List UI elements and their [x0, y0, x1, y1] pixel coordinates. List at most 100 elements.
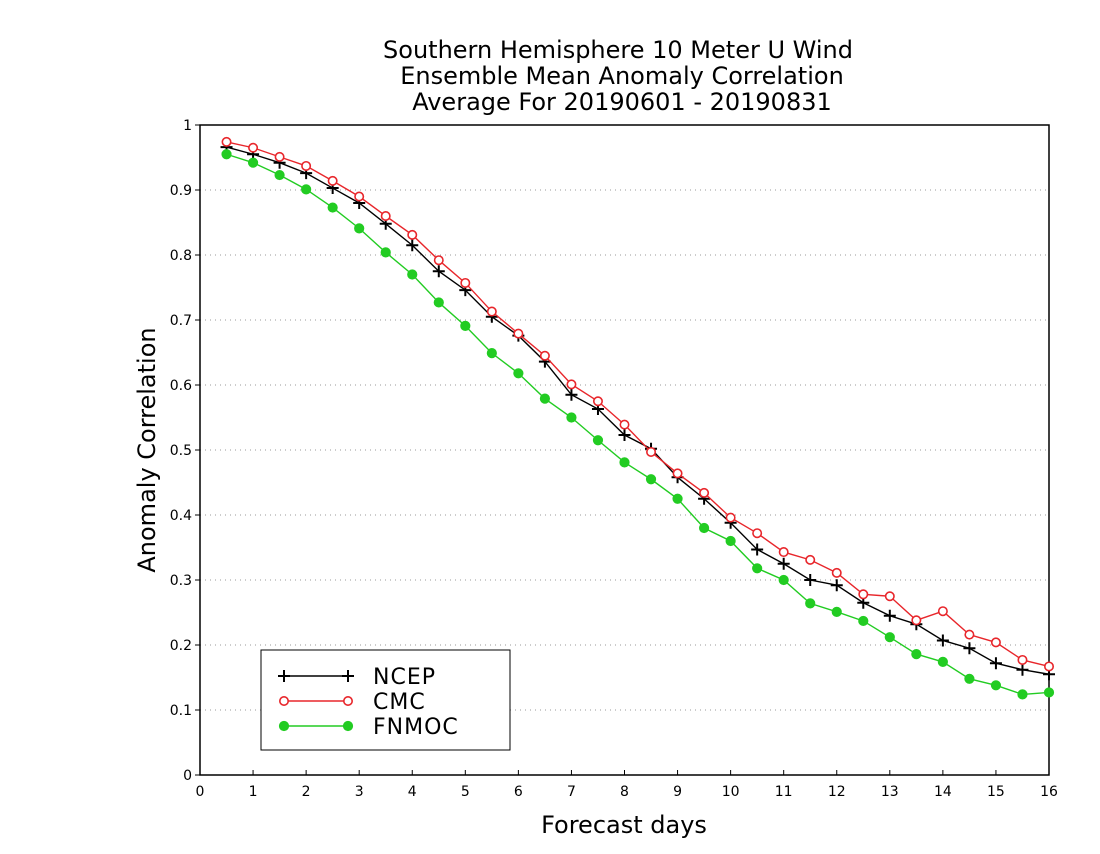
data-point-fnmoc [460, 320, 471, 331]
data-point-ncep [777, 557, 790, 570]
data-point-cmc [990, 637, 1001, 648]
data-point-fnmoc [672, 493, 683, 504]
data-point-fnmoc [539, 393, 551, 404]
series-ncep [220, 141, 1055, 681]
data-point-cmc [699, 487, 710, 498]
legend-label-ncep: NCEP [373, 665, 436, 690]
legend-item-ncep: NCEP [278, 665, 436, 690]
data-point-cmc [937, 606, 948, 617]
x-tick-label: 7 [567, 784, 576, 800]
y-tick-label: 0.6 [170, 378, 192, 394]
legend-marker-ncep [342, 670, 354, 682]
y-tick-label: 0.2 [170, 638, 192, 654]
series-line-ncep [226, 146, 1050, 675]
series [220, 136, 1055, 700]
data-point-cmc [752, 528, 763, 539]
y-tick-label: 1 [183, 118, 192, 134]
x-tick-label: 12 [828, 784, 846, 800]
data-point-fnmoc [645, 474, 657, 485]
x-tick-label: 1 [249, 784, 258, 800]
legend-marker-fnmoc [342, 720, 354, 732]
x-tick-label: 14 [934, 784, 952, 800]
data-point-fnmoc [752, 563, 763, 574]
series-line-fnmoc [226, 153, 1050, 696]
data-point-cmc [433, 255, 444, 266]
x-axis-label: Forecast days [541, 811, 707, 839]
data-point-fnmoc [513, 368, 524, 379]
data-point-fnmoc [274, 169, 285, 181]
data-point-fnmoc [301, 184, 312, 195]
data-point-cmc [805, 554, 816, 565]
data-point-fnmoc [911, 649, 922, 660]
x-axis: 0 1 2 3 4 5 6 7 8 9 10 11 12 13 14 15 16 [196, 770, 1058, 800]
x-tick-label: 9 [673, 784, 682, 800]
data-point-cmc [858, 589, 869, 600]
x-tick-label: 2 [302, 784, 311, 800]
chart-title: Southern Hemisphere 10 Meter U Wind Ense… [383, 36, 853, 116]
series-fnmoc [221, 149, 1055, 700]
chart-title-line-2: Ensemble Mean Anomaly Correlation [400, 62, 844, 90]
legend-item-fnmoc: FNMOC [278, 715, 458, 740]
data-point-fnmoc [407, 269, 418, 280]
data-point-fnmoc [221, 149, 232, 160]
y-tick-label: 0.3 [170, 573, 192, 589]
data-point-cmc [248, 142, 259, 153]
x-tick-label: 4 [408, 784, 417, 800]
data-point-cmc [1044, 661, 1055, 672]
data-point-cmc [407, 229, 418, 240]
data-point-fnmoc [380, 247, 391, 258]
y-tick-label: 0.8 [170, 248, 192, 264]
data-point-cmc [327, 175, 338, 186]
grid [200, 189, 1049, 711]
data-point-cmc [884, 591, 895, 602]
y-tick-label: 0.1 [170, 703, 192, 719]
data-point-ncep [963, 642, 976, 655]
data-point-ncep [751, 543, 764, 556]
chart-title-line-3: Average For 20190601 - 20190831 [412, 88, 832, 116]
y-tick-label: 0.4 [170, 508, 192, 524]
data-point-fnmoc [858, 615, 869, 627]
series-cmc [221, 136, 1055, 672]
data-point-fnmoc [592, 435, 604, 446]
data-point-fnmoc [327, 202, 338, 213]
data-point-cmc [619, 419, 630, 430]
data-point-fnmoc [698, 522, 710, 534]
data-point-fnmoc [1017, 689, 1028, 700]
y-tick-label: 0.7 [170, 313, 192, 329]
x-tick-label: 11 [775, 784, 793, 800]
data-point-ncep [936, 634, 949, 647]
data-point-fnmoc [354, 223, 365, 234]
data-point-fnmoc [1043, 687, 1055, 698]
legend-box [260, 649, 511, 751]
data-point-fnmoc [725, 535, 736, 547]
x-tick-label: 6 [514, 784, 523, 800]
data-point-cmc [274, 151, 285, 162]
data-point-cmc [1017, 654, 1028, 665]
legend-marker-fnmoc [278, 720, 290, 732]
data-point-fnmoc [486, 348, 497, 359]
chart-title-line-1: Southern Hemisphere 10 Meter U Wind [383, 36, 853, 64]
data-point-ncep [1016, 663, 1029, 676]
data-point-fnmoc [247, 157, 259, 168]
data-point-fnmoc [619, 457, 630, 468]
data-point-cmc [539, 350, 550, 361]
data-point-cmc [778, 547, 789, 558]
y-axis: 0 0.1 0.2 0.3 0.4 0.5 0.6 0.7 0.8 0.9 1 [170, 118, 200, 784]
y-tick-label: 0.9 [170, 183, 192, 199]
data-point-cmc [301, 160, 312, 171]
data-point-cmc [354, 191, 365, 202]
data-point-cmc [672, 468, 683, 479]
data-point-fnmoc [778, 574, 789, 586]
data-point-cmc [646, 446, 657, 457]
data-point-fnmoc [805, 598, 816, 609]
x-tick-label: 8 [620, 784, 629, 800]
data-point-cmc [831, 567, 842, 578]
data-point-fnmoc [990, 680, 1002, 691]
x-tick-label: 0 [196, 784, 205, 800]
data-point-cmc [725, 512, 736, 523]
data-point-ncep [432, 265, 445, 278]
data-point-cmc [380, 211, 391, 222]
x-tick-label: 13 [881, 784, 899, 800]
data-point-cmc [460, 277, 471, 288]
